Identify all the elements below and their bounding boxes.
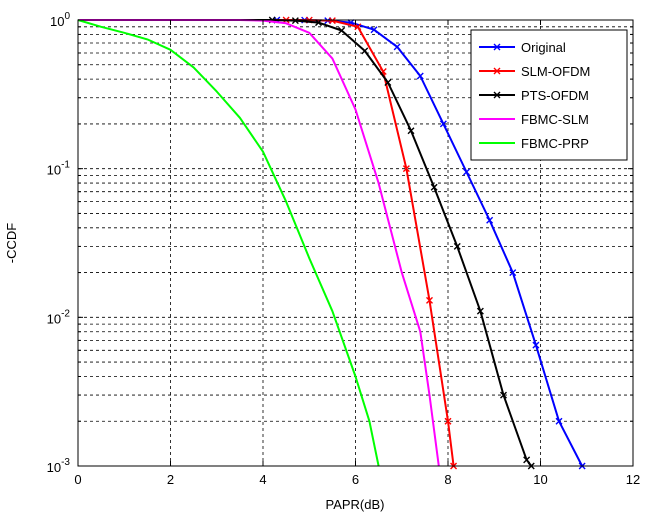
legend-label-slm-ofdm: SLM-OFDM	[521, 64, 590, 79]
legend-label-original: Original	[521, 40, 566, 55]
x-tick-label: 12	[626, 472, 640, 487]
y-tick-label: 10-1	[47, 160, 71, 178]
data-point-pts-ofdm	[453, 242, 461, 250]
x-tick-label: 10	[533, 472, 547, 487]
x-tick-label: 4	[259, 472, 266, 487]
legend-label-fbmc-slm: FBMC-SLM	[521, 112, 589, 127]
axis-ticks: 0 2 4 6 8 10 12 100 10-1 10-2 10-3	[47, 11, 641, 487]
data-point-slm-ofdm	[402, 165, 410, 173]
data-point-pts-ofdm	[430, 183, 438, 191]
legend-marker-slm-ofdm	[493, 67, 501, 75]
data-point-original	[416, 72, 424, 80]
legend-label-pts-ofdm: PTS-OFDM	[521, 88, 589, 103]
legend: Original SLM-OFDM PTS-OFDM FBMC-SLM FBMC-PRP	[470, 29, 628, 161]
x-tick-label: 0	[74, 472, 81, 487]
legend-marker-original	[493, 43, 501, 51]
data-point-original	[370, 26, 378, 34]
x-tick-label: 6	[352, 472, 359, 487]
data-point-pts-ofdm	[407, 127, 415, 135]
series-line-pts-ofdm	[78, 19, 533, 467]
y-tick-label: 100	[50, 11, 70, 29]
data-point-original	[463, 168, 470, 176]
data-point-pts-ofdm	[291, 17, 299, 25]
data-point-pts-ofdm	[500, 391, 507, 399]
series-line-fbmc-prp	[77, 19, 380, 467]
data-point-original	[509, 269, 517, 277]
y-axis-label: -CCDF	[4, 223, 19, 263]
data-point-slm-ofdm	[328, 17, 336, 25]
y-tick-label: 10-2	[47, 308, 71, 326]
data-point-pts-ofdm	[476, 307, 484, 315]
data-point-slm-ofdm	[444, 417, 452, 425]
data-point-pts-ofdm	[361, 47, 369, 55]
legend-label-fbmc-prp: FBMC-PRP	[521, 136, 589, 151]
data-point-original	[555, 417, 563, 425]
data-point-pts-ofdm	[384, 78, 392, 86]
y-tick-label: 10-3	[47, 457, 71, 475]
data-point-original	[532, 341, 540, 349]
x-tick-label: 2	[167, 472, 174, 487]
legend-marker-pts-ofdm	[493, 91, 501, 99]
grid-lines	[78, 20, 633, 466]
data-point-original	[393, 43, 401, 51]
data-point-original	[439, 120, 447, 128]
data-point-pts-ofdm	[338, 26, 346, 34]
data-point-pts-ofdm	[315, 19, 322, 27]
data-point-original	[486, 216, 494, 224]
x-axis-label: PAPR(dB)	[326, 497, 385, 512]
data-point-slm-ofdm	[426, 296, 433, 304]
x-tick-label: 8	[444, 472, 451, 487]
data-point-pts-ofdm	[523, 456, 531, 464]
